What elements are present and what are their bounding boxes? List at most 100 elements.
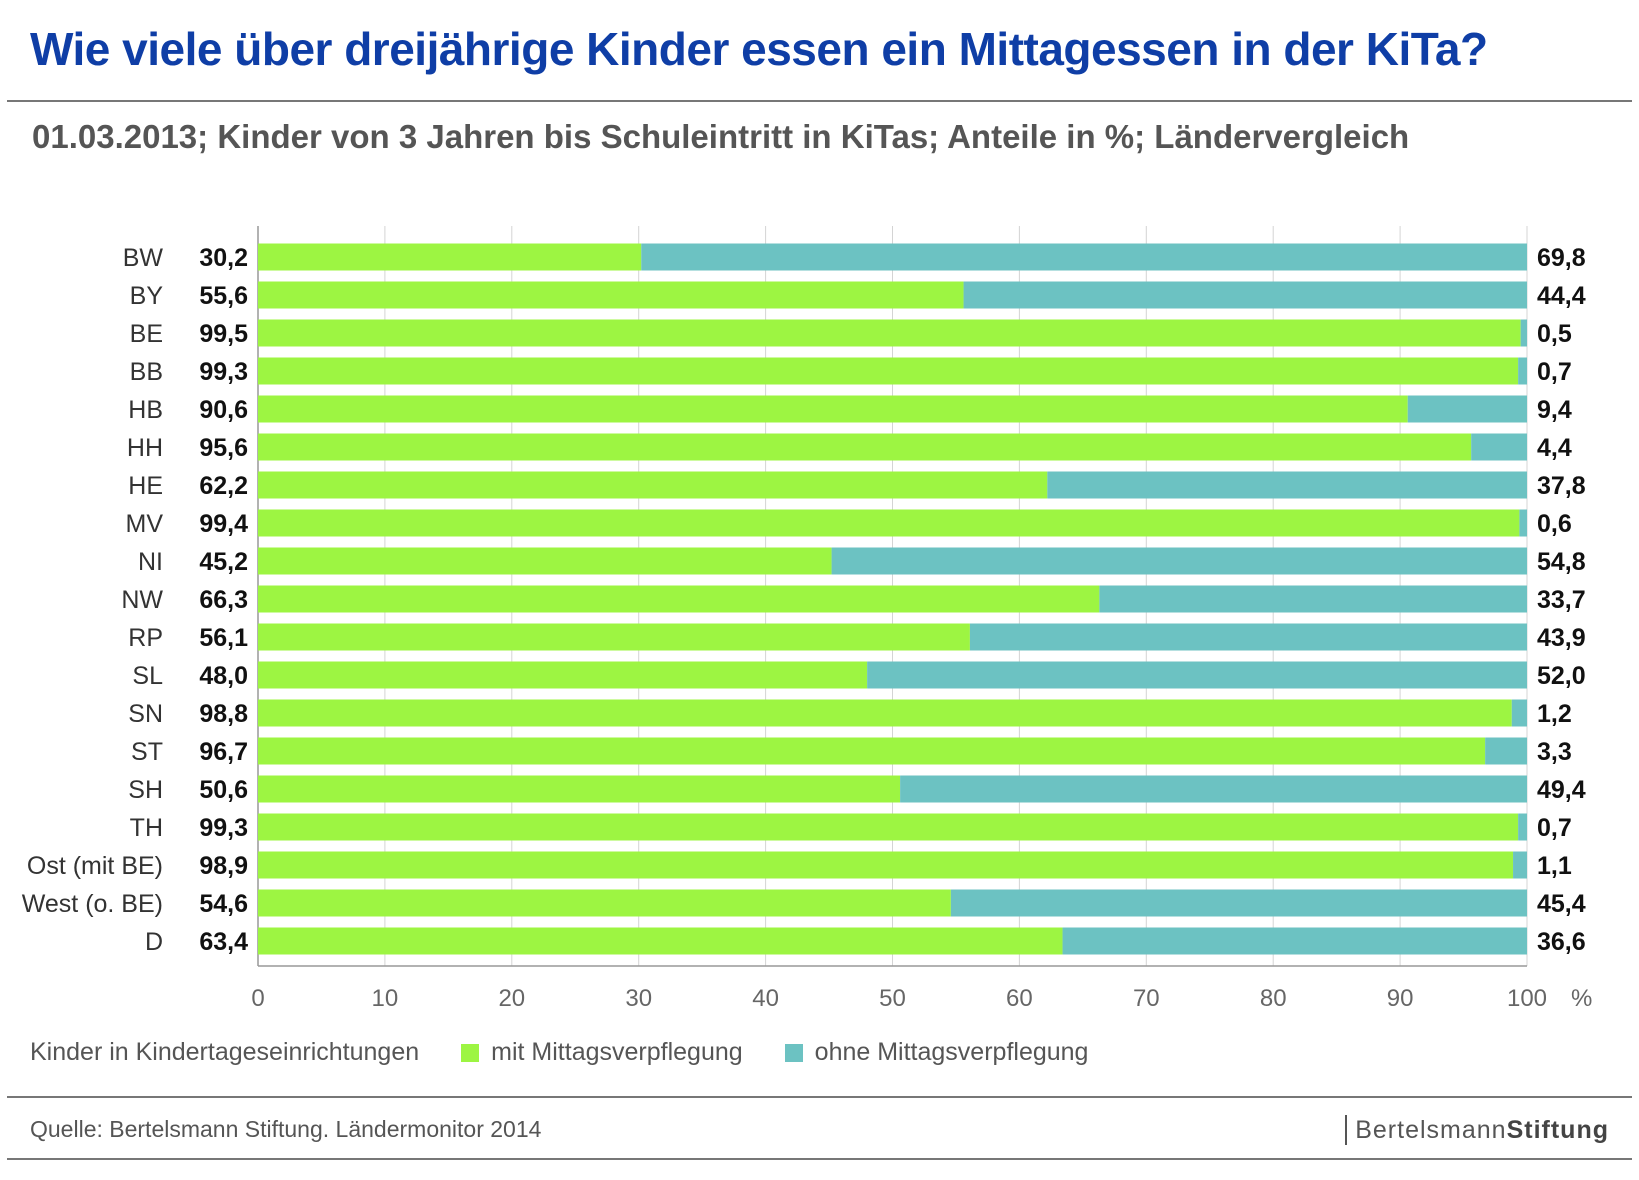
bar-with <box>258 319 1521 347</box>
category-label: RP <box>128 624 163 652</box>
value-label-with: 90,6 <box>199 396 248 424</box>
x-tick-label: 30 <box>625 985 652 1012</box>
x-axis-unit: % <box>1571 985 1592 1012</box>
bar-with <box>258 813 1519 841</box>
value-label-without: 0,6 <box>1537 510 1572 538</box>
category-label: BE <box>130 320 163 348</box>
category-label: BY <box>130 282 164 310</box>
category-label: TH <box>130 814 163 842</box>
value-label-with: 55,6 <box>199 282 248 310</box>
bar-with <box>258 281 964 309</box>
value-label-without: 49,4 <box>1537 776 1586 804</box>
value-label-with: 95,6 <box>199 434 248 462</box>
footer-divider-bottom <box>7 1158 1632 1160</box>
bar-with <box>258 547 832 575</box>
value-label-without: 43,9 <box>1537 624 1586 652</box>
category-label: West (o. BE) <box>22 890 163 918</box>
value-label-without: 37,8 <box>1537 472 1586 500</box>
value-label-with: 98,8 <box>199 700 248 728</box>
value-label-with: 48,0 <box>199 662 248 690</box>
value-label-with: 45,2 <box>199 548 248 576</box>
value-label-without: 4,4 <box>1537 434 1572 462</box>
value-label-without: 52,0 <box>1537 662 1586 690</box>
value-label-without: 54,8 <box>1537 548 1586 576</box>
value-label-with: 99,5 <box>199 320 248 348</box>
value-label-without: 1,1 <box>1537 852 1572 880</box>
bar-without <box>900 775 1527 803</box>
value-label-with: 99,3 <box>199 814 248 842</box>
value-label-with: 99,3 <box>199 358 248 386</box>
value-label-without: 36,6 <box>1537 928 1586 956</box>
bar-without <box>1511 699 1527 727</box>
bar-without <box>950 889 1527 917</box>
value-label-without: 1,2 <box>1537 700 1572 728</box>
legend-label: Kinder in Kindertageseinrichtungen <box>30 1038 420 1066</box>
bar-without <box>969 623 1527 651</box>
brand-text-regular: Bertelsmann <box>1355 1116 1507 1144</box>
x-tick-label: 40 <box>752 985 779 1012</box>
source-note: Quelle: Bertelsmann Stiftung. Ländermoni… <box>30 1116 542 1142</box>
category-label: SN <box>128 700 163 728</box>
bar-without <box>1062 927 1527 955</box>
x-tick-label: 50 <box>879 985 906 1012</box>
value-label-with: 54,6 <box>199 890 248 918</box>
bar-without <box>1519 509 1527 537</box>
category-label: BB <box>130 358 163 386</box>
legend: Kinder in Kindertageseinrichtungen mit M… <box>30 1038 1088 1067</box>
value-label-with: 62,2 <box>199 472 248 500</box>
legend-swatch-without <box>784 1043 803 1062</box>
value-label-with: 63,4 <box>199 928 248 956</box>
bar-without <box>1518 813 1527 841</box>
bar-with <box>258 623 970 651</box>
value-label-with: 50,6 <box>199 776 248 804</box>
title-divider <box>7 100 1632 102</box>
brand-logo: BertelsmannStiftung <box>1345 1115 1609 1145</box>
bar-with <box>258 433 1472 461</box>
bar-with <box>258 927 1063 955</box>
legend-text-with: mit Mittagsverpflegung <box>491 1038 743 1066</box>
category-label: MV <box>126 510 164 538</box>
value-label-without: 69,8 <box>1537 244 1586 272</box>
value-label-without: 33,7 <box>1537 586 1586 614</box>
x-tick-label: 10 <box>372 985 399 1012</box>
value-label-without: 0,7 <box>1537 358 1572 386</box>
bar-without <box>963 281 1527 309</box>
chart-subtitle: 01.03.2013; Kinder von 3 Jahren bis Schu… <box>32 118 1410 155</box>
category-label: D <box>145 928 163 956</box>
value-label-without: 0,7 <box>1537 814 1572 842</box>
x-tick-label: 90 <box>1387 985 1414 1012</box>
bar-without <box>1520 319 1527 347</box>
bar-with <box>258 509 1520 537</box>
x-tick-label: 100 <box>1507 985 1547 1012</box>
bar-without <box>867 661 1527 689</box>
bar-with <box>258 851 1514 879</box>
category-label: SH <box>128 776 163 804</box>
legend-item-with: mit Mittagsverpflegung <box>461 1038 743 1067</box>
bar-without <box>1518 357 1527 385</box>
category-label: ST <box>131 738 163 766</box>
bar-chart: 0 10 20 30 40 50 60 70 80 90 100 % BW 30,2 69,8 BY 55,6 4… <box>22 226 1592 1012</box>
bar-without <box>1047 471 1527 499</box>
legend-item-without: ohne Mittagsverpflegung <box>784 1038 1089 1067</box>
category-label: SL <box>132 662 163 690</box>
value-label-without: 0,5 <box>1537 320 1572 348</box>
bar-with <box>258 699 1512 727</box>
bar-without <box>1099 585 1527 613</box>
bar-without <box>1471 433 1527 461</box>
category-label: NI <box>138 548 163 576</box>
bar-with <box>258 585 1100 613</box>
x-tick-label: 80 <box>1260 985 1287 1012</box>
bar-without <box>1513 851 1527 879</box>
legend-swatch-with <box>461 1043 480 1062</box>
bar-with <box>258 889 951 917</box>
category-label: HB <box>128 396 163 424</box>
value-label-with: 56,1 <box>199 624 248 652</box>
x-tick-label: 20 <box>498 985 525 1012</box>
legend-text-without: ohne Mittagsverpflegung <box>814 1038 1089 1066</box>
chart-title: Wie viele über dreijährige Kinder essen … <box>30 23 1488 75</box>
bar-without <box>1407 395 1527 423</box>
bar-without <box>831 547 1527 575</box>
x-tick-label: 60 <box>1006 985 1033 1012</box>
category-label: NW <box>121 586 163 614</box>
category-label: HE <box>128 472 163 500</box>
